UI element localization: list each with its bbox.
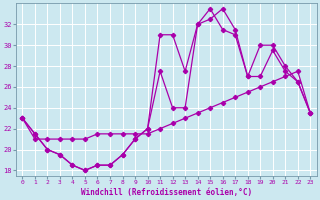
X-axis label: Windchill (Refroidissement éolien,°C): Windchill (Refroidissement éolien,°C)	[81, 188, 252, 197]
